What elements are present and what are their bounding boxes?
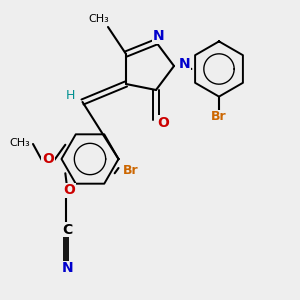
Text: N: N bbox=[153, 29, 165, 43]
Text: Br: Br bbox=[211, 110, 227, 124]
Text: O: O bbox=[42, 152, 54, 166]
Text: H: H bbox=[66, 88, 75, 102]
Text: methoxy: methoxy bbox=[21, 139, 27, 140]
Text: CH₃: CH₃ bbox=[9, 137, 30, 148]
Text: C: C bbox=[62, 223, 73, 236]
Text: O: O bbox=[158, 116, 169, 130]
Text: Br: Br bbox=[123, 164, 138, 178]
Text: CH₃: CH₃ bbox=[88, 14, 110, 25]
Text: N: N bbox=[179, 58, 190, 71]
Text: N: N bbox=[62, 262, 73, 275]
Text: O: O bbox=[63, 184, 75, 197]
